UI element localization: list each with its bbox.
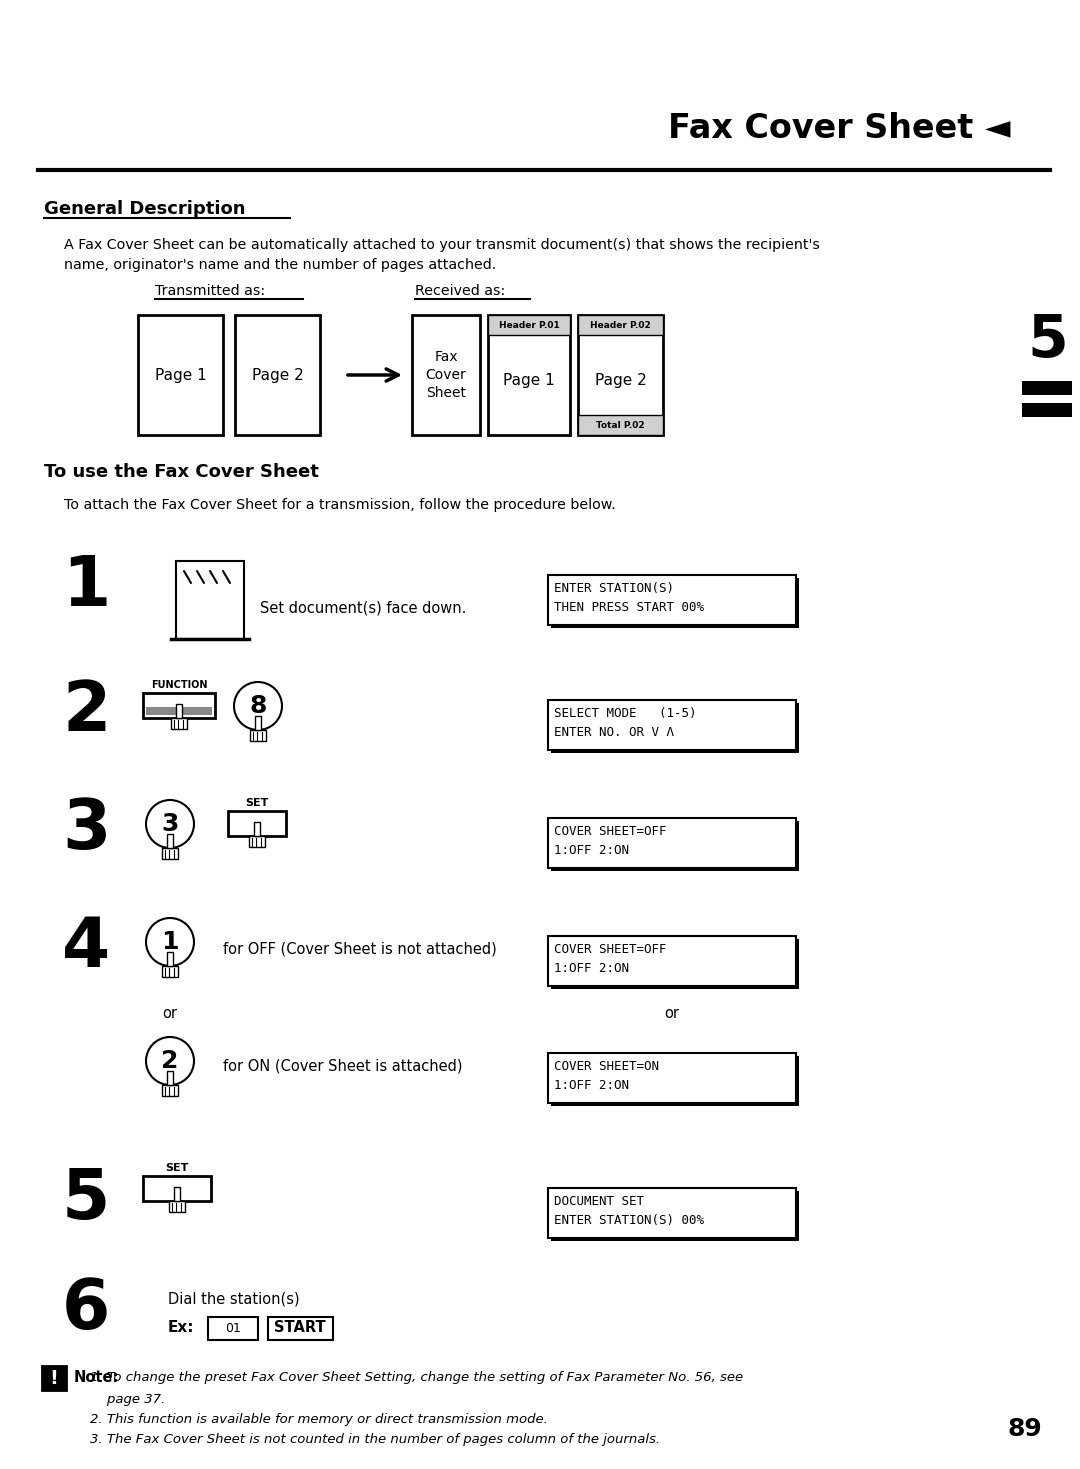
Text: Page 1: Page 1: [154, 367, 206, 382]
Text: 3: 3: [161, 812, 178, 836]
Circle shape: [234, 682, 282, 730]
Bar: [548, 574, 796, 624]
Bar: [1022, 380, 1072, 395]
Text: Dial the station(s): Dial the station(s): [168, 1291, 299, 1306]
Text: DOCUMENT SET
ENTER STATION(S) 00%: DOCUMENT SET ENTER STATION(S) 00%: [554, 1194, 704, 1227]
Text: page 37.: page 37.: [90, 1394, 165, 1406]
Text: COVER SHEET=ON
1:OFF 2:ON: COVER SHEET=ON 1:OFF 2:ON: [554, 1061, 659, 1091]
Bar: [42, 1366, 66, 1390]
Text: Fax Cover Sheet ◄: Fax Cover Sheet ◄: [667, 112, 1010, 145]
Text: 3: 3: [62, 796, 110, 862]
Bar: [143, 1177, 211, 1202]
Bar: [146, 707, 212, 715]
Bar: [548, 818, 796, 868]
Text: Transmitted as:: Transmitted as:: [156, 284, 265, 298]
Bar: [488, 314, 570, 435]
Text: START: START: [274, 1321, 326, 1335]
Bar: [578, 314, 663, 335]
Text: Ex:: Ex:: [168, 1321, 194, 1335]
Text: 1: 1: [161, 930, 179, 953]
Text: for ON (Cover Sheet is attached): for ON (Cover Sheet is attached): [222, 1059, 462, 1074]
Bar: [551, 1191, 799, 1241]
Text: 1: 1: [62, 552, 110, 620]
Bar: [578, 314, 663, 435]
Text: Page 2: Page 2: [595, 373, 646, 388]
Text: ENTER STATION(S)
THEN PRESS START 00%: ENTER STATION(S) THEN PRESS START 00%: [554, 582, 704, 614]
Bar: [208, 1318, 258, 1340]
Bar: [166, 833, 173, 848]
Text: or: or: [664, 1006, 679, 1021]
Bar: [548, 936, 796, 986]
Bar: [248, 836, 265, 846]
Bar: [138, 314, 222, 435]
Bar: [162, 967, 178, 977]
Bar: [166, 1071, 173, 1086]
Text: To attach the Fax Cover Sheet for a transmission, follow the procedure below.: To attach the Fax Cover Sheet for a tran…: [64, 498, 616, 513]
Text: 3. The Fax Cover Sheet is not counted in the number of pages column of the journ: 3. The Fax Cover Sheet is not counted in…: [90, 1434, 660, 1447]
Text: or: or: [162, 1006, 177, 1021]
Text: name, originator's name and the number of pages attached.: name, originator's name and the number o…: [64, 259, 496, 272]
Text: Page 2: Page 2: [252, 367, 303, 382]
Bar: [488, 314, 570, 335]
Text: for OFF (Cover Sheet is not attached): for OFF (Cover Sheet is not attached): [222, 942, 497, 956]
Bar: [162, 848, 178, 859]
Circle shape: [146, 1037, 194, 1086]
Bar: [551, 821, 799, 871]
Bar: [171, 718, 187, 729]
Text: SET: SET: [245, 798, 269, 808]
Text: 6: 6: [62, 1277, 110, 1343]
Text: Set document(s) face down.: Set document(s) face down.: [260, 601, 467, 616]
Bar: [143, 693, 215, 718]
Bar: [168, 1202, 185, 1212]
Bar: [162, 1086, 178, 1096]
Text: 2: 2: [161, 1049, 178, 1072]
Circle shape: [146, 801, 194, 848]
Text: Note:: Note:: [75, 1371, 120, 1385]
Text: SET: SET: [165, 1163, 189, 1174]
Bar: [176, 561, 244, 639]
Text: Received as:: Received as:: [415, 284, 505, 298]
Text: COVER SHEET=OFF
1:OFF 2:ON: COVER SHEET=OFF 1:OFF 2:ON: [554, 943, 666, 975]
Text: To use the Fax Cover Sheet: To use the Fax Cover Sheet: [44, 463, 319, 480]
Text: 2. This function is available for memory or direct transmission mode.: 2. This function is available for memory…: [90, 1413, 548, 1426]
Text: 01: 01: [225, 1322, 241, 1334]
Bar: [551, 939, 799, 989]
Text: !: !: [50, 1369, 58, 1388]
Bar: [548, 1053, 796, 1103]
Text: 4: 4: [62, 914, 110, 981]
Text: Header P.01: Header P.01: [499, 320, 559, 329]
Bar: [254, 821, 260, 836]
Text: 2: 2: [62, 679, 110, 745]
Text: Total P.02: Total P.02: [596, 420, 645, 429]
Bar: [249, 730, 266, 740]
Text: 5: 5: [62, 1166, 110, 1232]
Text: 1. To change the preset Fax Cover Sheet Setting, change the setting of Fax Param: 1. To change the preset Fax Cover Sheet …: [90, 1372, 743, 1384]
Circle shape: [146, 918, 194, 967]
Text: SELECT MODE   (1-5)
ENTER NO. OR V Λ: SELECT MODE (1-5) ENTER NO. OR V Λ: [554, 707, 697, 739]
Bar: [176, 704, 183, 718]
Bar: [578, 416, 663, 435]
Bar: [228, 811, 286, 836]
Bar: [548, 1188, 796, 1238]
Bar: [268, 1318, 333, 1340]
Bar: [551, 1056, 799, 1106]
Bar: [551, 704, 799, 754]
Bar: [174, 1187, 180, 1202]
Text: FUNCTION: FUNCTION: [151, 680, 207, 690]
Text: Header P.02: Header P.02: [590, 320, 651, 329]
Text: A Fax Cover Sheet can be automatically attached to your transmit document(s) tha: A Fax Cover Sheet can be automatically a…: [64, 238, 820, 253]
Text: General Description: General Description: [44, 200, 245, 217]
Text: COVER SHEET=OFF
1:OFF 2:ON: COVER SHEET=OFF 1:OFF 2:ON: [554, 826, 666, 856]
Bar: [255, 715, 261, 730]
Bar: [548, 701, 796, 751]
Text: 5: 5: [1028, 311, 1068, 369]
Text: Page 1: Page 1: [503, 373, 555, 388]
Bar: [551, 577, 799, 629]
Text: Fax
Cover
Sheet: Fax Cover Sheet: [426, 350, 467, 401]
Bar: [411, 314, 480, 435]
Text: 8: 8: [249, 693, 267, 718]
Bar: [1022, 403, 1072, 417]
Text: 89: 89: [1008, 1418, 1042, 1441]
Bar: [166, 952, 173, 967]
Bar: [235, 314, 320, 435]
